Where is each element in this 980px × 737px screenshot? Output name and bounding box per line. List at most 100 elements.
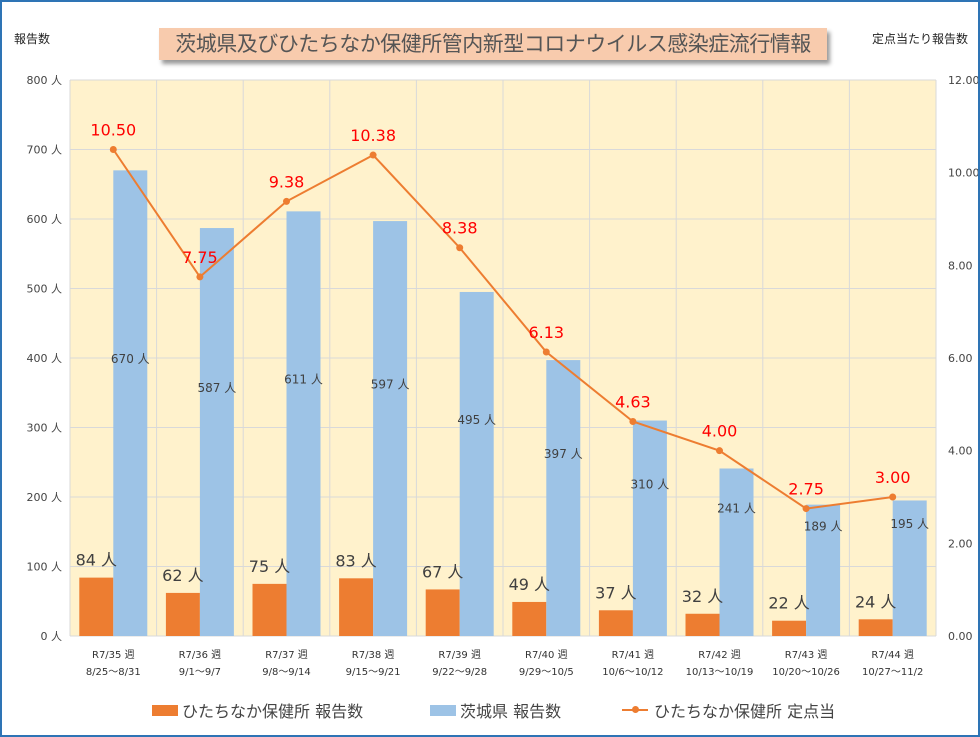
right-tick-label: 0.00	[948, 630, 973, 643]
category-label-dates: 10/6～10/12	[602, 667, 663, 678]
bar-label-hitachinaka: 62 人	[162, 566, 203, 585]
line-label: 8.38	[442, 219, 478, 238]
legend-item-ibaraki-reports: 茨城県 報告数	[430, 698, 561, 722]
bar-ibaraki	[199, 228, 234, 636]
bar-label-hitachinaka: 37 人	[595, 583, 636, 602]
line-point	[716, 447, 723, 455]
right-tick-label: 6.00	[948, 352, 973, 365]
left-tick-label: 400 人	[27, 352, 63, 365]
bar-label-hitachinaka: 32 人	[682, 587, 723, 606]
left-tick-label: 500 人	[27, 283, 63, 296]
line-label: 3.00	[875, 468, 911, 487]
bar-hitachinaka	[772, 620, 807, 636]
category-label-dates: 9/29～10/5	[519, 667, 574, 678]
bar-hitachinaka	[425, 589, 460, 636]
bar-ibaraki	[632, 420, 667, 636]
left-axis-label: 報告数	[14, 32, 51, 46]
bar-label-ibaraki: 587 人	[198, 381, 237, 395]
category-label-dates: 10/20～10/26	[772, 667, 840, 678]
bar-ibaraki	[459, 291, 494, 636]
category-label-dates: 9/22～9/28	[432, 667, 487, 678]
line-point	[196, 273, 204, 281]
category-label-dates: 9/8～9/14	[262, 667, 311, 678]
line-point	[542, 348, 550, 356]
legend-swatch	[430, 704, 456, 716]
line-label: 4.00	[702, 422, 738, 441]
right-tick-label: 10.00	[948, 167, 978, 180]
category-label-week: R7/39 週	[438, 649, 481, 661]
category-label-dates: 10/13～10/19	[686, 667, 754, 678]
bar-hitachinaka	[685, 613, 720, 636]
bar-label-ibaraki: 241 人	[717, 501, 756, 515]
bar-label-ibaraki: 495 人	[457, 413, 496, 427]
line-point	[889, 493, 897, 501]
bar-label-hitachinaka: 75 人	[249, 557, 290, 576]
bar-ibaraki	[546, 360, 581, 636]
legend-swatch	[152, 704, 178, 716]
category-label-week: R7/40 週	[525, 649, 568, 661]
bar-ibaraki	[286, 211, 321, 637]
right-tick-label: 4.00	[948, 445, 973, 458]
legend-item-hitachinaka-sentinel: ひたちなか保健所 定点当	[622, 698, 835, 722]
bar-label-hitachinaka: 24 人	[855, 592, 896, 611]
bar-hitachinaka	[165, 592, 200, 636]
category-label-week: R7/41 週	[612, 649, 655, 661]
bar-label-hitachinaka: 67 人	[422, 562, 463, 581]
bar-label-hitachinaka: 83 人	[335, 551, 376, 570]
chart-title: 茨城県及びひたちなか保健所管内新型コロナウイルス感染症流行情報	[159, 28, 827, 60]
bar-ibaraki	[719, 468, 754, 636]
line-label: 7.75	[182, 248, 218, 267]
bar-label-hitachinaka: 22 人	[768, 594, 809, 613]
line-point	[109, 146, 117, 153]
line-sentinel	[112, 148, 893, 510]
bar-ibaraki	[892, 500, 927, 636]
category-label-dates: 9/1～9/7	[179, 667, 221, 678]
left-tick-label: 100 人	[27, 561, 63, 574]
bar-label-ibaraki: 597 人	[371, 378, 410, 392]
bar-hitachinaka	[339, 578, 374, 636]
category-label-dates: 10/27～11/2	[862, 667, 923, 678]
line-point	[283, 197, 290, 205]
bar-label-ibaraki: 195 人	[890, 517, 929, 531]
bar-label-ibaraki: 397 人	[544, 447, 583, 461]
bar-label-hitachinaka: 49 人	[509, 575, 550, 594]
bar-hitachinaka	[512, 601, 547, 636]
bar-hitachinaka	[858, 619, 893, 636]
bar-label-ibaraki: 189 人	[804, 519, 843, 533]
legend-line-icon	[622, 706, 648, 713]
bar-label-ibaraki: 611 人	[284, 373, 323, 387]
line-point	[369, 151, 377, 159]
legend-label: ひたちなか保健所 定点当	[654, 702, 836, 721]
left-tick-label: 800 人	[27, 74, 63, 87]
left-tick-label: 600 人	[27, 213, 63, 226]
line-point	[629, 417, 637, 425]
line-label: 10.50	[90, 121, 136, 140]
bar-hitachinaka	[252, 583, 287, 636]
line-point	[456, 244, 464, 252]
right-tick-label: 2.00	[948, 537, 973, 550]
bar-hitachinaka	[598, 610, 633, 636]
category-label-week: R7/44 週	[871, 649, 914, 661]
category-label-week: R7/38 週	[352, 649, 395, 661]
left-tick-label: 300 人	[27, 422, 63, 435]
legend-item-hitachinaka-reports: ひたちなか保健所 報告数	[152, 698, 363, 722]
line-label: 10.38	[350, 126, 396, 145]
category-label-dates: 9/15～9/21	[346, 667, 401, 678]
legend-label: ひたちなか保健所 報告数	[182, 702, 364, 721]
bar-label-hitachinaka: 84 人	[76, 551, 117, 570]
right-axis-label: 定点当たり報告数	[871, 32, 968, 46]
category-label-week: R7/37 週	[265, 649, 308, 661]
line-label: 4.63	[615, 392, 651, 411]
category-label-week: R7/36 週	[179, 649, 222, 661]
line-label: 9.38	[269, 172, 305, 191]
bar-label-ibaraki: 310 人	[631, 477, 670, 491]
category-label-week: R7/35 週	[92, 649, 135, 661]
bar-label-ibaraki: 670 人	[111, 352, 150, 366]
left-tick-label: 0 人	[41, 630, 63, 643]
legend-label: 茨城県 報告数	[460, 702, 562, 721]
left-tick-label: 700 人	[27, 144, 63, 157]
left-tick-label: 200 人	[27, 491, 63, 504]
category-label-week: R7/43 週	[785, 649, 828, 661]
